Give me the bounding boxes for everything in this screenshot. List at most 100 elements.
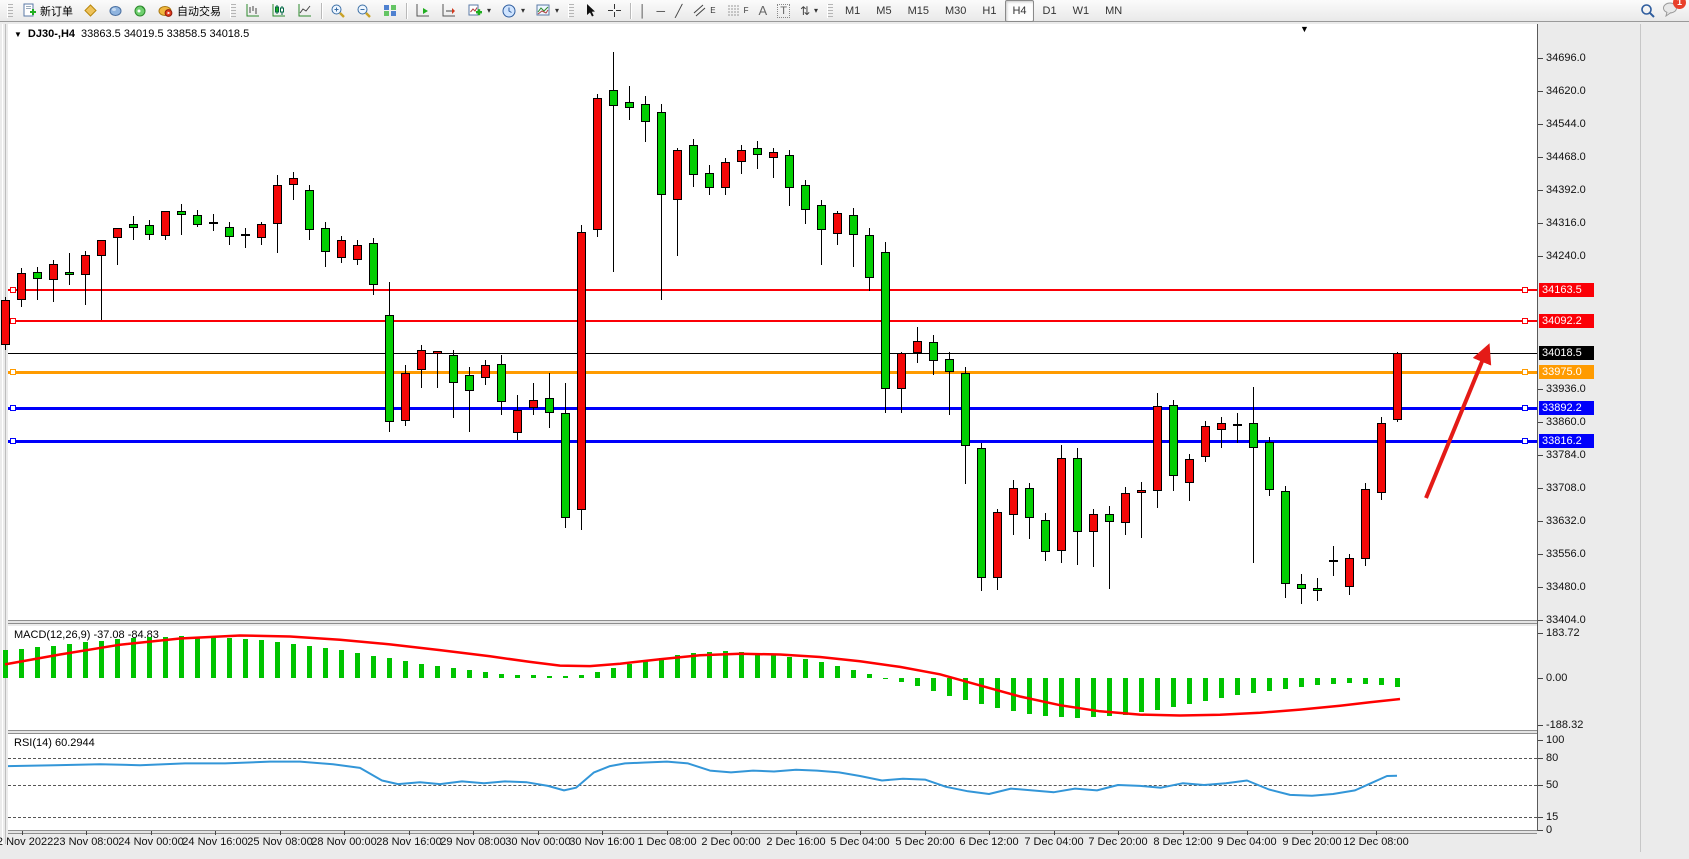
macd-histogram-bar [3,650,8,678]
bar-chart-button[interactable] [241,0,265,22]
timeframe-m5[interactable]: M5 [876,4,892,17]
price-axis-tick [1538,620,1543,621]
candle-wick [181,204,182,236]
autotrade-button[interactable]: 自动交易 [154,0,225,22]
timeframe-m15[interactable]: M15 [907,4,929,17]
line-handle[interactable] [10,437,16,444]
candle-wick [293,171,294,200]
macd-panel[interactable] [8,626,1537,730]
timeframe-mn[interactable]: MN [1105,4,1123,17]
chevron-down-icon: ▾ [487,6,492,15]
horizontal-line-object[interactable] [8,319,1537,322]
panel-divider[interactable] [8,730,1537,734]
horizontal-line-object[interactable] [8,288,1537,291]
channel-icon-letter: E [710,6,716,15]
macd-histogram-bar [307,645,312,678]
horizontal-line-object[interactable] [8,370,1537,374]
cursor-tool-button[interactable] [579,0,601,22]
line-handle[interactable] [10,404,16,411]
line-handle[interactable] [10,317,16,324]
time-axis-tick [1183,831,1184,835]
time-axis-label: 28 Nov 16:00 [376,836,442,848]
macd-histogram-bar [787,656,792,678]
chat-button[interactable]: 1 [1662,0,1686,20]
new-chart-dropdown[interactable]: ▾ [463,0,495,22]
macd-histogram-bar [1139,678,1144,713]
period-dropdown[interactable]: ▾ [497,0,529,22]
new-order-icon [23,3,36,17]
new-order-button[interactable]: 新订单 [18,0,77,22]
vertical-line-tool[interactable]: │ [635,0,651,22]
chart-end-marker-icon[interactable]: ▼ [1300,24,1309,34]
timeframe-toolbar: M1 M5 M15 M30 H1 H4 D1 W1 MN [838,0,1129,22]
line-handle[interactable] [1522,368,1528,375]
candle [801,185,810,210]
toolbar-grip[interactable] [7,3,13,18]
chart-shift-button[interactable] [437,0,461,22]
candle [81,254,90,275]
line-handle[interactable] [1522,404,1528,411]
new-chart-icon [468,4,482,16]
line-handle[interactable] [1522,286,1528,293]
chevron-down-icon: ▾ [521,6,526,15]
crosshair-tool-button[interactable] [603,0,626,22]
channel-tool[interactable]: E [688,0,719,22]
text-tool[interactable]: A [755,0,772,22]
search-icon[interactable] [1640,3,1656,19]
candle-wick [677,147,678,257]
candlestick-chart-button[interactable] [267,0,291,22]
price-axis-tick [1538,91,1543,93]
time-axis-label: 12 Dec 08:00 [1343,836,1409,848]
toolbar-grip[interactable] [230,3,236,18]
price-axis-tick [1538,58,1543,59]
candle [769,151,778,159]
horizontal-line-tool[interactable]: ─ [653,0,670,22]
navigator-button[interactable] [104,0,127,22]
candle [1361,489,1370,560]
trendline-tool[interactable]: ╱ [671,0,686,22]
line-handle[interactable] [10,286,16,293]
timeframe-d1[interactable]: D1 [1042,4,1057,17]
toolbar-grip[interactable] [568,3,575,18]
candle [305,190,314,230]
zoom-in-button[interactable] [326,0,350,22]
template-dropdown[interactable]: ▾ [531,0,563,22]
timeframe-m30[interactable]: M30 [944,4,967,17]
candle [1121,492,1130,523]
price-chart-panel[interactable] [8,24,1537,620]
fibonacci-tool[interactable]: F [722,0,753,22]
shapes-dropdown[interactable]: ⇅ ▾ [796,0,822,22]
tile-windows-button[interactable] [378,0,402,22]
line-chart-button[interactable] [293,0,317,22]
candle [1377,422,1386,493]
label-tool[interactable]: T [773,0,794,22]
zoom-out-button[interactable] [352,0,376,22]
timeframe-w1[interactable]: W1 [1072,4,1090,17]
line-handle[interactable] [1522,317,1528,324]
terminal-button[interactable] [129,0,152,22]
chevron-down-icon: ▾ [555,6,560,15]
candle-wick [1141,482,1142,539]
line-handle[interactable] [1522,437,1528,444]
candle [225,226,234,237]
auto-scroll-button[interactable] [411,0,435,22]
candle [353,245,362,261]
horizontal-line-object[interactable] [8,439,1537,443]
timeframe-h1[interactable]: H1 [982,4,997,17]
macd-histogram-bar [403,661,408,678]
line-chart-icon [298,4,311,17]
timeframe-h4[interactable]: H4 [1005,0,1034,22]
toolbar-grip[interactable] [827,3,834,18]
time-axis-label: 24 Nov 16:00 [182,836,248,848]
symbol-dropdown-icon[interactable]: ▼ [14,29,22,39]
candle-wick [1253,386,1254,563]
horizontal-line-object[interactable] [8,406,1537,410]
candle-wick [949,352,950,416]
timeframe-m1[interactable]: M1 [845,4,861,17]
candle [321,227,330,252]
candle [929,342,938,362]
panel-divider[interactable] [8,620,1537,624]
macd-histogram-bar [595,671,600,678]
line-handle[interactable] [10,368,16,375]
market-watch-button[interactable] [79,0,102,22]
